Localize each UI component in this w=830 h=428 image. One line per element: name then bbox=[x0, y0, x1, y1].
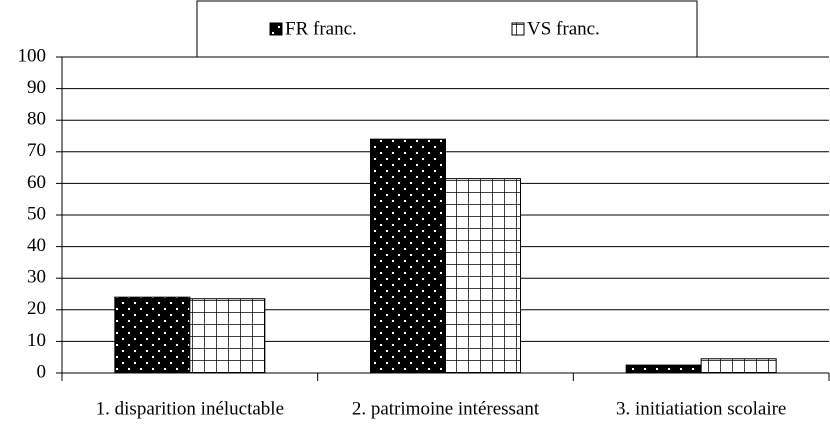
y-tick-label: 70 bbox=[27, 140, 46, 161]
x-tick-label: 2. patrimoine intéressant bbox=[352, 398, 540, 419]
bar bbox=[114, 296, 191, 374]
bar bbox=[189, 298, 266, 374]
y-tick-label: 100 bbox=[18, 45, 47, 66]
bar bbox=[625, 364, 702, 374]
y-tick-label: 80 bbox=[27, 109, 46, 130]
y-tick-label: 20 bbox=[27, 298, 46, 319]
legend-swatch bbox=[511, 22, 525, 36]
y-tick-label: 30 bbox=[27, 267, 46, 288]
y-tick-label: 90 bbox=[27, 77, 46, 98]
x-tick-label: 1. disparition inéluctable bbox=[96, 398, 284, 419]
bar bbox=[370, 138, 446, 374]
y-tick-label: 50 bbox=[27, 203, 46, 224]
legend-swatch bbox=[269, 22, 283, 36]
legend-label: FR franc. bbox=[285, 18, 357, 39]
y-tick-label: 60 bbox=[27, 172, 46, 193]
bar bbox=[445, 178, 521, 374]
legend-label: VS franc. bbox=[527, 18, 600, 39]
y-tick-label: 10 bbox=[27, 330, 46, 351]
x-tick-label: 3. initiatiation scolaire bbox=[616, 398, 786, 419]
y-tick-label: 0 bbox=[37, 361, 47, 382]
y-tick-label: 40 bbox=[27, 235, 46, 256]
bar bbox=[700, 358, 777, 374]
